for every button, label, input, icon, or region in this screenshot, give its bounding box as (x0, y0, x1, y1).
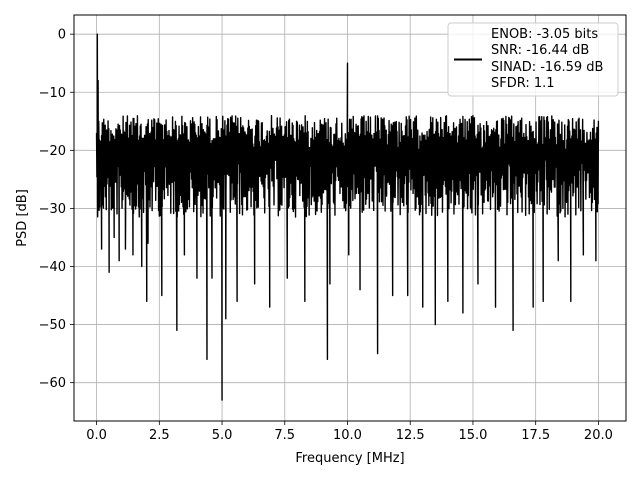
x-tick-label: 15.0 (458, 428, 487, 443)
legend-box (447, 22, 619, 97)
x-tick-label: 10.0 (333, 428, 362, 443)
y-tick-label: −10 (39, 86, 66, 101)
legend-enob: ENOB: -3.05 bits (491, 27, 598, 42)
y-tick-label: 0 (58, 28, 66, 43)
x-tick-label: 0.0 (86, 428, 107, 443)
legend-sfdr: SFDR: 1.1 (491, 76, 555, 91)
y-tick-label: −30 (39, 202, 66, 217)
y-tick-label: −60 (39, 376, 66, 391)
x-tick-label: 7.5 (274, 428, 295, 443)
x-axis-label: Frequency [MHz] (295, 451, 404, 466)
x-tick-label: 2.5 (149, 428, 170, 443)
y-axis-label: PSD [dB] (15, 189, 30, 247)
y-tick-label: −50 (39, 318, 66, 333)
legend-snr: SNR: -16.44 dB (491, 43, 589, 58)
x-tick-label: 17.5 (521, 428, 550, 443)
series-layer (95, 33, 600, 401)
y-tick-label: −40 (39, 260, 66, 275)
legend: ENOB: -3.05 bits SNR: -16.44 dB SINAD: -… (447, 22, 619, 97)
y-tick-label: −20 (39, 144, 66, 159)
x-axis-ticks: 0.0 2.5 5.0 7.5 10.0 12.5 15.0 17.5 20.0 (86, 421, 613, 443)
x-tick-label: 20.0 (584, 428, 613, 443)
x-tick-label: 5.0 (212, 428, 233, 443)
plot-frame (73, 14, 627, 422)
plot-area (95, 33, 600, 401)
y-axis-ticks: 0 −10 −20 −30 −40 −50 −60 (39, 28, 74, 391)
x-tick-label: 12.5 (396, 428, 425, 443)
legend-sinad: SINAD: -16.59 dB (491, 60, 603, 75)
psd-series-line (95, 33, 600, 401)
